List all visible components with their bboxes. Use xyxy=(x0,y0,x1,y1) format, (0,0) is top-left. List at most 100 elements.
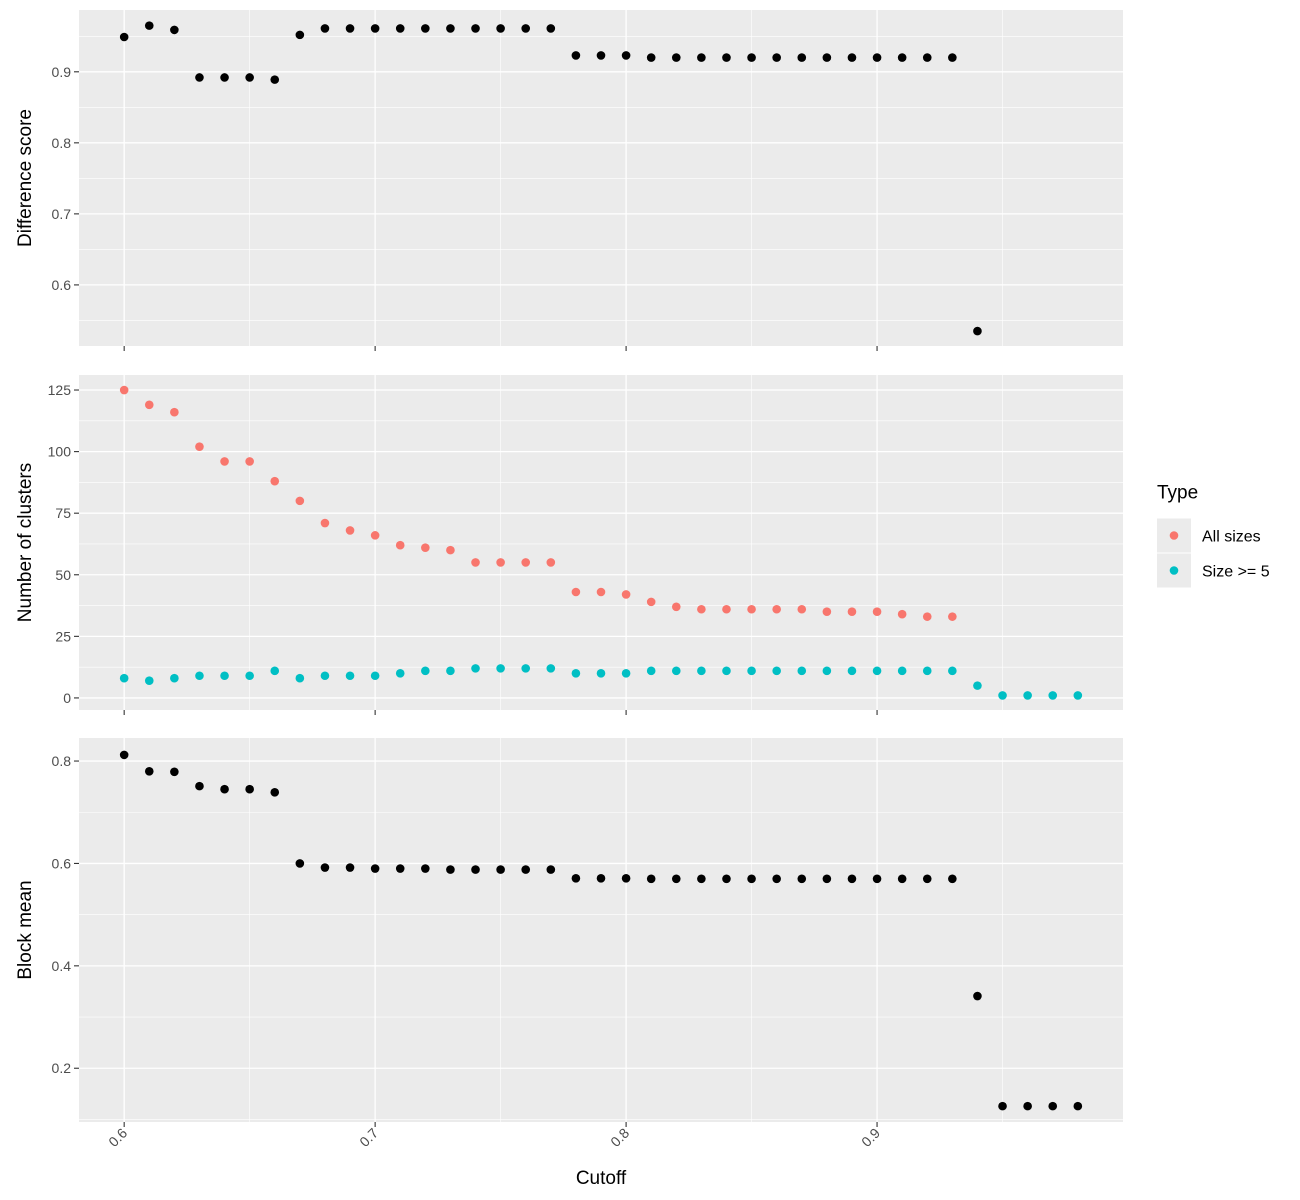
point xyxy=(772,604,781,614)
y-tick-label: 0 xyxy=(63,690,71,706)
panel-background xyxy=(79,375,1123,710)
point xyxy=(195,442,204,451)
point xyxy=(496,865,505,874)
point xyxy=(446,666,455,676)
point xyxy=(320,518,330,528)
point xyxy=(822,874,832,884)
point xyxy=(270,75,280,84)
point xyxy=(697,604,706,614)
point xyxy=(471,24,480,33)
point xyxy=(697,874,706,884)
y-tick-label: 0.6 xyxy=(52,855,72,871)
point xyxy=(747,53,756,62)
point xyxy=(922,612,932,621)
point xyxy=(797,874,807,884)
panel-background xyxy=(79,10,1123,346)
y-tick-label: 75 xyxy=(55,505,71,521)
point xyxy=(421,24,430,33)
point xyxy=(671,874,681,884)
point xyxy=(521,558,531,567)
point xyxy=(922,666,932,676)
legend-label: All sizes xyxy=(1202,529,1261,546)
point xyxy=(822,53,832,62)
point xyxy=(144,766,154,776)
point xyxy=(496,664,505,673)
point xyxy=(621,873,631,883)
point xyxy=(722,53,731,62)
y-axis-title: Difference score xyxy=(15,109,36,247)
x-tick-label: 0.8 xyxy=(607,1125,632,1150)
point xyxy=(872,607,882,617)
point xyxy=(421,666,430,676)
point xyxy=(772,53,781,62)
point xyxy=(345,671,355,681)
point xyxy=(973,991,982,1001)
y-tick-label: 100 xyxy=(48,444,72,460)
point xyxy=(395,540,405,550)
point xyxy=(119,385,129,395)
point xyxy=(521,865,531,874)
y-tick-label: 0.6 xyxy=(52,277,72,293)
y-axis-title: Block mean xyxy=(15,880,36,979)
point xyxy=(747,874,756,884)
point xyxy=(195,781,204,791)
point xyxy=(973,326,982,336)
point xyxy=(697,666,706,676)
y-tick-label: 125 xyxy=(48,382,72,398)
point xyxy=(897,666,907,676)
point xyxy=(170,25,179,35)
point xyxy=(170,407,179,417)
point xyxy=(973,681,982,690)
point xyxy=(722,874,731,884)
point xyxy=(195,73,204,82)
point xyxy=(922,53,932,62)
panel-background xyxy=(79,738,1123,1122)
point xyxy=(295,30,305,40)
point xyxy=(646,597,656,607)
point xyxy=(948,53,957,62)
point xyxy=(948,874,957,884)
point xyxy=(119,673,129,683)
point xyxy=(571,873,581,883)
point xyxy=(170,673,179,683)
point xyxy=(847,874,857,884)
x-tick-label: 0.7 xyxy=(356,1125,381,1150)
point xyxy=(772,874,781,884)
legend-label: Size >= 5 xyxy=(1202,564,1270,581)
point xyxy=(320,671,330,681)
point xyxy=(596,51,606,60)
point xyxy=(345,863,355,872)
point xyxy=(822,666,832,676)
point xyxy=(295,859,305,868)
point xyxy=(646,874,656,884)
point xyxy=(621,51,631,60)
point xyxy=(395,24,405,33)
point xyxy=(847,53,857,62)
point xyxy=(872,53,882,62)
point xyxy=(270,666,280,676)
point xyxy=(320,24,330,33)
point xyxy=(596,587,606,597)
point xyxy=(897,609,907,619)
point xyxy=(621,590,631,599)
point xyxy=(697,53,706,62)
point xyxy=(170,767,179,777)
point xyxy=(671,602,681,612)
point xyxy=(872,666,882,676)
point xyxy=(370,24,380,33)
point xyxy=(119,750,129,760)
point xyxy=(144,676,154,685)
point xyxy=(998,691,1007,700)
point xyxy=(245,671,254,681)
point xyxy=(671,666,681,676)
point xyxy=(546,664,556,673)
point xyxy=(571,51,581,60)
point xyxy=(897,53,907,62)
point xyxy=(847,607,857,617)
point xyxy=(270,787,280,797)
point xyxy=(421,543,430,552)
point xyxy=(546,558,556,567)
point xyxy=(722,666,731,676)
point xyxy=(345,24,355,33)
